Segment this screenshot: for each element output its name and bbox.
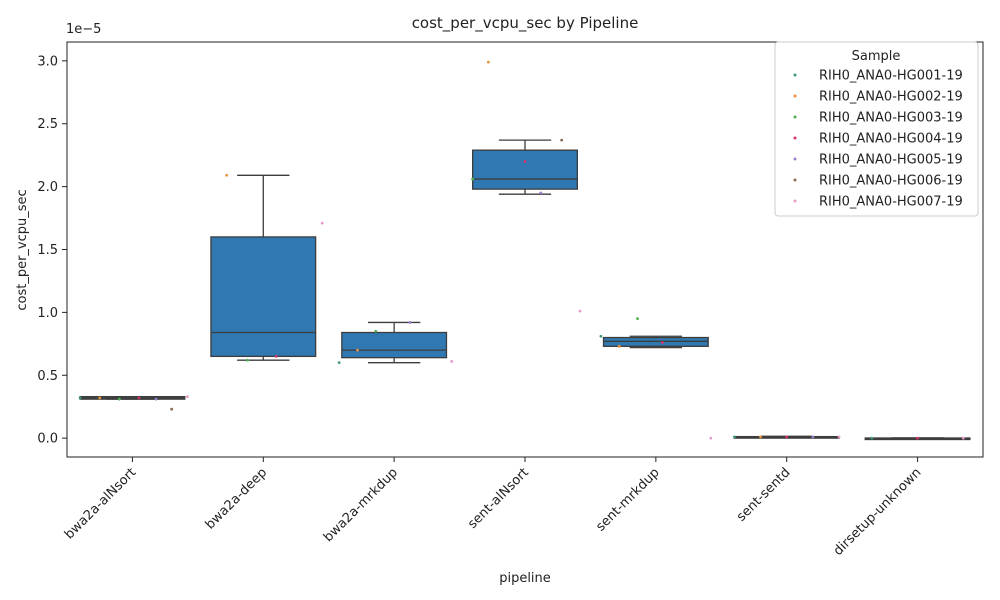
legend-title: Sample [852,49,901,64]
box-sent-mrkdup [602,335,709,349]
box-bwa2a-alNsort [79,395,186,400]
x-axis-title: pipeline [499,571,551,586]
sample-point [636,317,639,321]
sample-point [337,361,341,365]
sample-point [759,435,762,439]
sample-point [320,221,324,225]
sample-point [661,341,664,344]
sample-point [523,160,527,163]
box-iqr [472,149,578,190]
y-axis-multiplier: 1e−5 [66,22,101,37]
y-tick-label: 3.0 [37,54,58,69]
sample-point [560,138,564,142]
box-iqr [210,236,317,358]
box-sent-alNsort [472,139,578,195]
sample-point [450,360,454,363]
sample-point [154,397,158,401]
y-tick-label: 1.5 [37,243,58,258]
legend-marker [793,115,797,119]
box-bwa2a-deep [210,174,317,361]
sample-point [274,354,278,358]
legend-marker [793,73,797,77]
sample-point [356,348,359,352]
sample-point [170,407,174,411]
sample-point [98,396,102,400]
y-tick-label: 0.5 [37,369,58,384]
sample-point [916,436,919,440]
legend-label: RIH0_ANA0-HG005-19 [819,153,963,168]
sample-point [246,358,249,362]
sample-point [374,329,378,333]
legend-label: RIH0_ANA0-HG006-19 [819,174,963,189]
sample-point [870,436,874,440]
sample-point [539,191,543,195]
sample-point [709,436,713,440]
sample-point [486,60,490,64]
sample-point [225,173,229,177]
box-bwa2a-mrkdup [341,321,448,364]
legend-label: RIH0_ANA0-HG007-19 [819,195,963,210]
legend-label: RIH0_ANA0-HG004-19 [819,132,963,147]
legend-marker [793,178,797,182]
legend-box [774,41,979,217]
sample-point [137,396,141,400]
legend-marker [793,157,797,161]
plot-frame [66,41,984,458]
sample-point [471,177,475,181]
sample-point [785,435,789,439]
legend-marker [793,94,797,98]
sample-point [599,334,603,338]
y-tick-label: 2.5 [37,117,58,132]
sample-point [811,435,815,439]
box-iqr [341,331,448,359]
sample-point [578,309,582,313]
sample-point [408,321,412,324]
sample-point [732,435,736,439]
legend-marker [793,136,797,140]
sample-point [961,436,965,440]
legend-label: RIH0_ANA0-HG001-19 [819,69,963,84]
y-tick-label: 0.0 [37,432,58,447]
y-axis-title: cost_per_vcpu_sec [15,189,30,310]
sample-point [78,396,82,400]
sample-point [117,397,121,401]
y-tick-label: 2.0 [37,180,58,195]
sample-point [185,395,189,399]
legend: Sample RIH0_ANA0-HG001-19 RIH0_ANA0-HG002… [774,41,979,217]
y-tick-label: 1.0 [37,306,58,321]
sample-point [837,435,841,439]
legend-marker [793,199,797,203]
legend-label: RIH0_ANA0-HG003-19 [819,111,963,126]
chart-title: cost_per_vcpu_sec by Pipeline [412,14,639,33]
sample-point [617,344,621,348]
legend-label: RIH0_ANA0-HG002-19 [819,90,963,105]
